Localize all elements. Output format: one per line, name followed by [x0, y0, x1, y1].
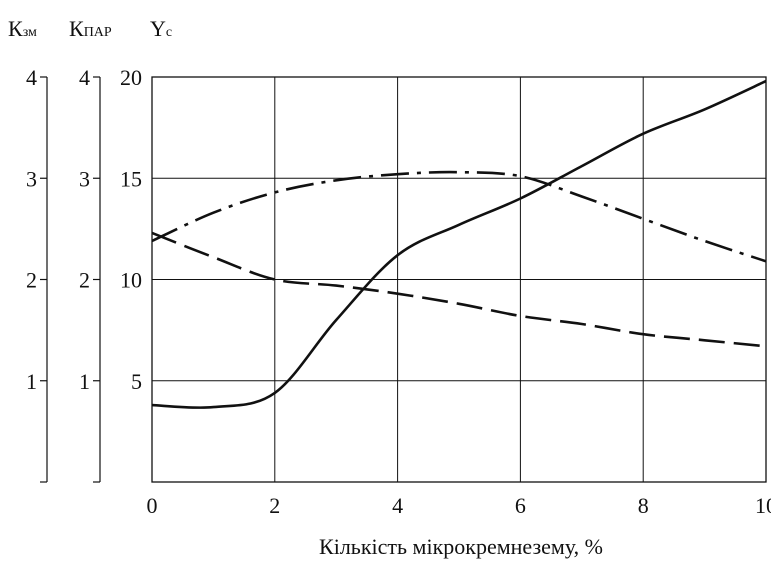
plot-frame: [151, 76, 767, 483]
k-par-tick-label: 4: [79, 65, 90, 90]
x-tick-label: 2: [269, 493, 280, 518]
series-line-dashed: [151, 231, 767, 348]
y-c-title-sub: c: [165, 25, 173, 40]
y-c-title-main: Y: [150, 16, 166, 41]
tick-labels: 0246810123412345101520: [26, 65, 771, 518]
k-zm-tick-label: 2: [26, 268, 37, 293]
k-par-tick-label: 1: [79, 369, 90, 394]
k-zm-tick-label: 1: [26, 369, 37, 394]
x-tick-label: 10: [755, 493, 771, 518]
y-c-tick-label: 10: [120, 268, 142, 293]
y-c-axis-title: Yc: [150, 18, 172, 44]
x-tick-label: 8: [638, 493, 649, 518]
series-line-dash-dot: [151, 170, 767, 263]
k-zm-title-main: К: [8, 16, 23, 41]
y-c-tick-label: 20: [120, 65, 142, 90]
k-zm-title-sub: зм: [22, 25, 37, 40]
x-axis-label: Кількість мікрокремнезему, %: [319, 534, 603, 559]
axes: [40, 76, 767, 483]
x-tick-label: 4: [392, 493, 403, 518]
k-par-title-main: К: [69, 16, 84, 41]
k-par-tick-label: 3: [79, 166, 90, 191]
k-zm-axis-title: Кзм: [8, 18, 37, 44]
y-c-tick-label: 15: [120, 166, 142, 191]
series-line-solid: [151, 79, 767, 409]
grid: [152, 76, 766, 482]
x-tick-label: 0: [147, 493, 158, 518]
series-group: [151, 79, 767, 409]
k-zm-tick-label: 3: [26, 166, 37, 191]
y-c-tick-label: 5: [131, 369, 142, 394]
x-tick-label: 6: [515, 493, 526, 518]
k-par-tick-label: 2: [79, 268, 90, 293]
k-par-axis-title: КПАР: [69, 18, 112, 44]
k-zm-tick-label: 4: [26, 65, 37, 90]
k-par-title-sub: ПАР: [83, 25, 112, 40]
